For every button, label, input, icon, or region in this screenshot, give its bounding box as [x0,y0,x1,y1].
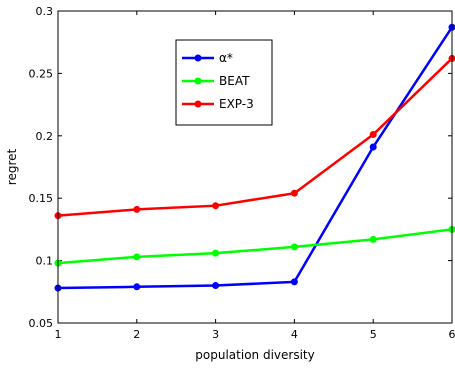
legend-label: EXP-3 [219,97,254,111]
legend-label: BEAT [219,74,250,88]
y-tick-label: 0.15 [29,192,54,205]
x-tick-label: 3 [212,328,219,341]
data-point [370,144,377,151]
data-point [370,131,377,138]
y-axis-label: regret [5,148,19,185]
data-point [133,206,140,213]
legend-label: α* [219,51,233,65]
x-tick-label: 6 [449,328,455,341]
data-point [212,282,219,289]
y-tick-label: 0.2 [36,130,54,143]
y-tick-label: 0.3 [36,5,54,18]
legend: α* BEAT EXP-3 [176,40,272,125]
data-point [370,236,377,243]
y-tick-label: 0.05 [29,317,54,330]
legend-marker [195,55,202,62]
data-point [212,202,219,209]
data-point [212,250,219,257]
x-tick-label: 4 [291,328,298,341]
data-point [133,283,140,290]
data-point [291,278,298,285]
legend-marker [195,101,202,108]
y-tick-label: 0.25 [29,67,54,80]
x-tick-label: 5 [370,328,377,341]
x-axis-label: population diversity [195,348,314,362]
x-tick-label: 1 [55,328,62,341]
y-tick-label: 0.1 [36,255,54,268]
legend-marker [195,78,202,85]
data-point [291,243,298,250]
x-tick-label: 2 [133,328,140,341]
data-point [133,253,140,260]
data-point [291,190,298,197]
